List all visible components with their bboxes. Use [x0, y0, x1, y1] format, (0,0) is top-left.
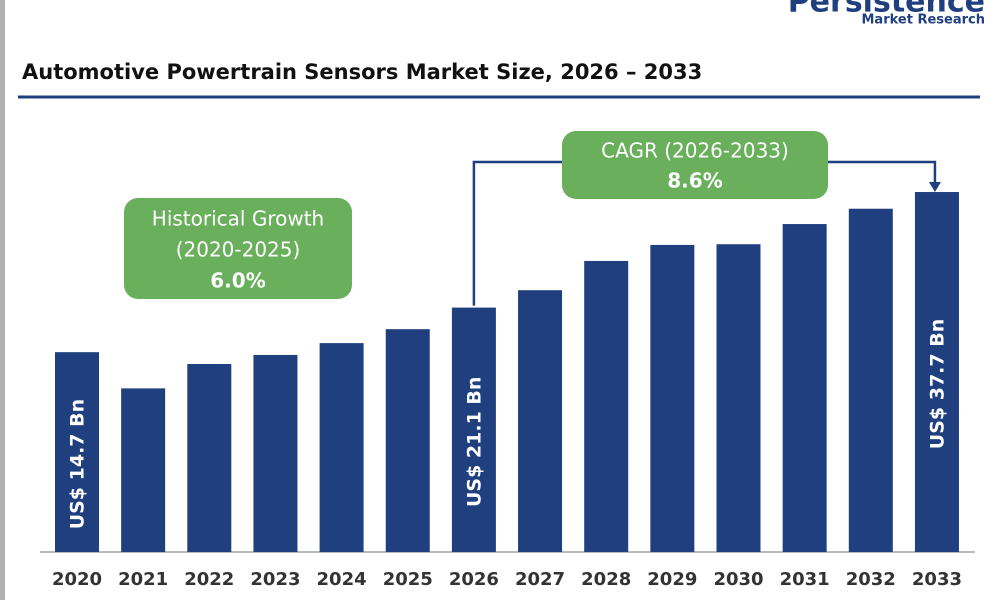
x-tick-label: 2030	[713, 569, 763, 590]
annotation-text: CAGR (2026-2033)	[601, 139, 789, 163]
x-tick-label: 2025	[383, 569, 433, 590]
annotation-text: 8.6%	[667, 169, 722, 193]
bar	[518, 290, 563, 552]
x-tick-label: 2033	[912, 569, 962, 590]
annotation-box	[562, 131, 828, 199]
bar	[716, 244, 761, 552]
bar	[650, 244, 695, 552]
x-tick-label: 2021	[118, 569, 168, 590]
x-tick-label: 2028	[581, 569, 631, 590]
annotation-text: (2020-2025)	[176, 238, 301, 262]
x-tick-label: 2023	[250, 569, 300, 590]
arrow-head	[928, 182, 941, 192]
value-label: US$ 14.7 Bn	[67, 399, 89, 529]
bar	[55, 352, 99, 552]
bar	[319, 343, 364, 552]
bar	[187, 364, 232, 552]
x-tick-label: 2027	[515, 569, 565, 590]
bar	[121, 388, 166, 552]
x-tick-label: 2029	[647, 569, 697, 590]
annotation-text: 6.0%	[210, 269, 265, 293]
brand-tagline: Market Research	[862, 13, 986, 28]
annotation-text: Historical Growth	[152, 207, 324, 231]
x-tick-label: 2032	[846, 569, 896, 590]
chart-title: Automotive Powertrain Sensors Market Siz…	[22, 60, 702, 84]
x-tick-label: 2031	[780, 569, 830, 590]
x-tick-label: 2024	[317, 569, 367, 590]
x-tick-label: 2020	[52, 569, 102, 590]
bar	[253, 354, 298, 552]
left-edge	[0, 0, 5, 600]
bar	[451, 307, 496, 552]
annotation-box	[124, 198, 352, 299]
value-label: US$ 21.1 Bn	[463, 377, 485, 507]
bar	[385, 329, 430, 552]
bar	[782, 224, 827, 553]
brand-name: Persistence	[788, 0, 985, 20]
x-tick-label: 2026	[449, 569, 499, 590]
bar	[848, 208, 893, 552]
value-label: US$ 37.7 Bn	[926, 319, 948, 449]
x-tick-label: 2022	[184, 569, 234, 590]
bar	[914, 192, 959, 552]
bar	[584, 260, 629, 552]
